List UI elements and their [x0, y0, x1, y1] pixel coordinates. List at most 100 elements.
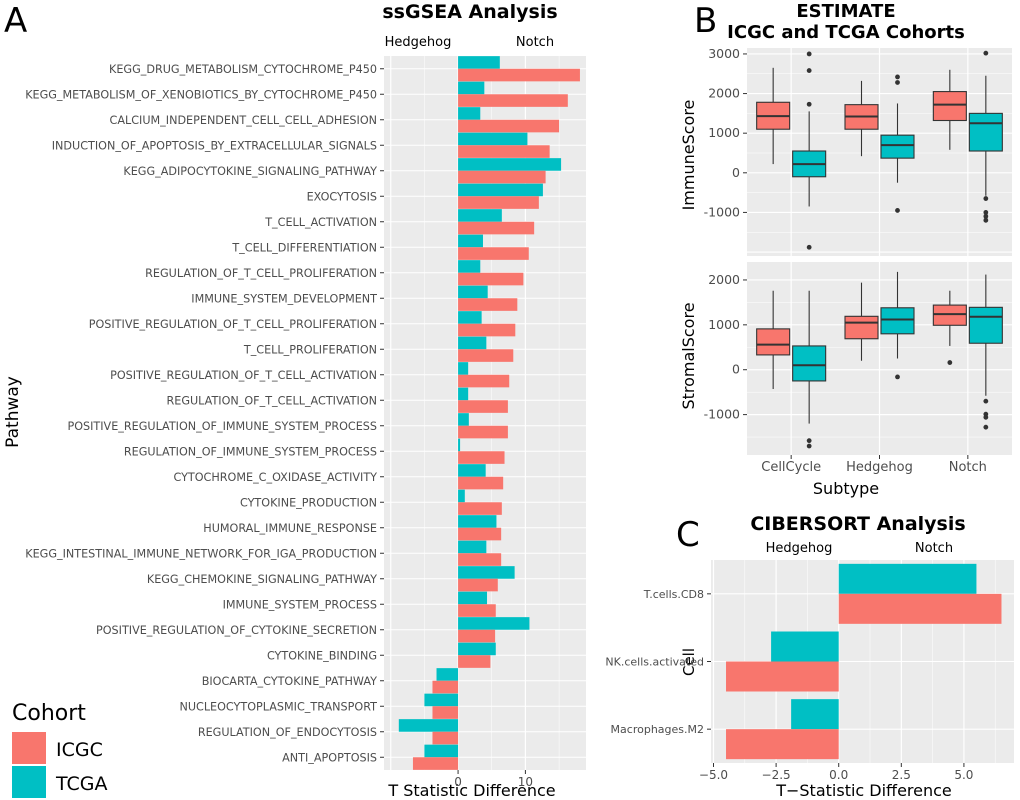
cibersort-xtick-label: −5.0 [699, 768, 728, 782]
cibersort-chart: CIBERSORT Analysis Hedgehog Notch Cell T… [605, 513, 1014, 800]
estimate-title-line2: ICGC and TCGA Cohorts [727, 22, 965, 43]
ssgsea-bar-tcga [458, 362, 469, 375]
ssgsea-bar-icgc [432, 731, 459, 745]
ssgsea-bar-icgc [458, 221, 535, 235]
cibersort-annotation-notch: Notch [915, 541, 953, 556]
stromal-box-tcga [968, 306, 1003, 344]
ssgsea-ytick-label: KEGG_DRUG_METABOLISM_CYTOCHROME_P450 [109, 63, 377, 76]
ssgsea-ytick-label: KEGG_CHEMOKINE_SIGNALING_PATHWAY [147, 573, 377, 586]
immune-outlier-tcga [806, 244, 812, 250]
ssgsea-bar-tcga [458, 617, 530, 630]
ssgsea-ytick-label: REGULATION_OF_T_CELL_PROLIFERATION [145, 267, 377, 280]
ssgsea-bar-tcga [458, 387, 469, 401]
ssgsea-bar-icgc [458, 425, 508, 439]
ssgsea-bar-icgc [458, 119, 560, 133]
ssgsea-ytick-label: CYTOKINE_BINDING [267, 649, 377, 662]
ssgsea-bar-tcga [458, 234, 483, 248]
panel-label-a: A [4, 1, 27, 41]
ssgsea-ytick-label: BIOCARTA_CYTOKINE_PATHWAY [202, 675, 377, 688]
immune-ytick-label: 3000 [708, 46, 740, 61]
panel-label-b: B [694, 1, 717, 41]
ssgsea-bar-icgc [458, 400, 508, 413]
ssgsea-bar-icgc [458, 272, 524, 286]
legend-label-tcga: TCGA [55, 773, 107, 795]
ssgsea-bar-icgc [432, 706, 459, 719]
ssgsea-bar-tcga [458, 183, 543, 197]
legend-key-tcga [12, 766, 46, 798]
ssgsea-bar-tcga [458, 413, 469, 426]
ssgsea-xlabel: T Statistic Difference [387, 781, 555, 800]
estimate-xtick-label-cellcycle: CellCycle [761, 460, 821, 475]
immune-score-ylabel: ImmuneScore [679, 100, 698, 211]
ssgsea-bar-tcga [436, 668, 459, 681]
ssgsea-bar-icgc [458, 451, 505, 464]
estimate-xtick-label-hedgehog: Hedgehog [846, 460, 913, 475]
ssgsea-bar-tcga [424, 693, 459, 707]
immune-outlier-tcga [983, 210, 989, 215]
immune-outlier-tcga [806, 101, 812, 107]
cibersort-ylabel: Cell [680, 648, 698, 676]
immune-box-tcga [968, 112, 1003, 152]
ssgsea-ytick-label: POSITIVE_REGULATION_OF_IMMUNE_SYSTEM_PRO… [67, 420, 377, 433]
ssgsea-bar-icgc [458, 196, 539, 209]
estimate-title-line1: ESTIMATE [796, 1, 895, 22]
estimate-chart: ESTIMATE ICGC and TCGA Cohorts Subtype I… [679, 1, 1012, 498]
stromal-ytick-label: 1000 [708, 317, 740, 332]
immune-outlier-tcga [806, 51, 812, 57]
immune-outlier-tcga [895, 74, 900, 80]
ssgsea-bar-tcga [458, 540, 487, 554]
legend-title: Cohort [12, 701, 86, 726]
ssgsea-bar-tcga [458, 438, 461, 452]
ssgsea-bar-icgc [458, 145, 550, 158]
ssgsea-bar-tcga [458, 260, 481, 273]
cibersort-xtick-label: 2.5 [892, 768, 911, 782]
ssgsea-chart: ssGSEA Analysis Hedgehog Notch Pathway T… [3, 1, 586, 800]
cibersort-xtick-label: 5.0 [954, 768, 973, 782]
stromal-box-tcga [880, 307, 915, 335]
ssgsea-ytick-label: IMMUNE_SYSTEM_PROCESS [223, 598, 377, 611]
stromal-ytick-label: 0 [732, 362, 740, 377]
cibersort-xtick-label: 0.0 [829, 768, 848, 782]
ssgsea-ytick-label: CYTOCHROME_C_OXIDASE_ACTIVITY [173, 471, 377, 484]
stromal-outlier-tcga [983, 398, 989, 404]
immune-ytick-label: -1000 [704, 204, 740, 219]
ssgsea-bar-icgc [458, 553, 502, 566]
immune-outlier-tcga [983, 213, 989, 219]
ssgsea-bar-icgc [458, 578, 498, 592]
immune-ytick-label: 0 [732, 165, 740, 180]
ssgsea-annotation-hedgehog: Hedgehog [385, 35, 452, 50]
cibersort-annotation-hedgehog: Hedgehog [766, 541, 833, 556]
immune-outlier-tcga [806, 68, 812, 73]
ssgsea-ytick-label: CALCIUM_INDEPENDENT_CELL_CELL_ADHESION [110, 114, 377, 127]
ssgsea-ytick-label: ANTI_APOPTOSIS [282, 751, 377, 764]
stromal-ytick-label: 2000 [708, 272, 740, 287]
ssgsea-ytick-label: POSITIVE_REGULATION_OF_CYTOKINE_SECRETIO… [96, 624, 377, 637]
cohort-legend: Cohort ICGC TCGA [12, 701, 107, 798]
stromal-outlier-tcga [983, 414, 989, 420]
ssgsea-bar-icgc [458, 349, 514, 362]
ssgsea-title: ssGSEA Analysis [382, 1, 557, 23]
cibersort-bar-tcga [838, 563, 977, 594]
ssgsea-xtick-label: 0 [454, 775, 462, 789]
immune-outlier-tcga [983, 50, 989, 56]
ssgsea-ytick-label: HUMORAL_IMMUNE_RESPONSE [203, 522, 377, 535]
immune-outlier-tcga [983, 217, 989, 223]
estimate-xtick-label-notch: Notch [949, 460, 987, 475]
stromal-ytick-label: -1000 [704, 407, 740, 422]
ssgsea-bar-icgc [458, 502, 502, 515]
cibersort-ytick-label-nk-cells-activated: NK.cells.activated [605, 656, 704, 669]
ssgsea-bar-icgc [458, 323, 516, 337]
ssgsea-bar-tcga [458, 515, 497, 528]
stromal-score-ylabel: StromalScore [679, 302, 698, 409]
ssgsea-bar-tcga [458, 158, 562, 171]
ssgsea-ytick-label: IMMUNE_SYSTEM_DEVELOPMENT [191, 292, 377, 305]
immune-ytick-label: 2000 [708, 86, 740, 101]
immune-outlier-tcga [895, 208, 900, 213]
cibersort-xlabel: T−Statistic Difference [775, 781, 952, 800]
cibersort-title: CIBERSORT Analysis [750, 513, 965, 535]
cibersort-bar-tcga [791, 699, 839, 730]
ssgsea-bar-icgc [458, 68, 580, 82]
ssgsea-bar-icgc [412, 757, 459, 770]
ssgsea-bar-tcga [458, 311, 482, 324]
ssgsea-bar-tcga [458, 209, 502, 222]
